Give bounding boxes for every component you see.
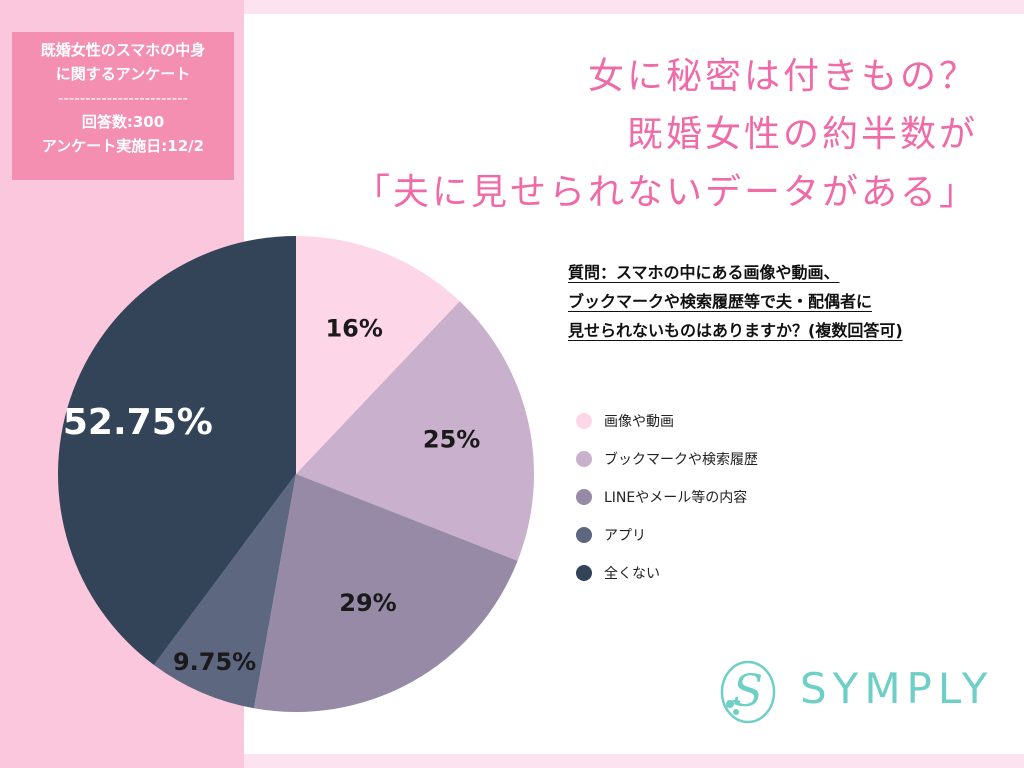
pie-slice-label-5: 52.75% <box>63 402 213 443</box>
headline: 女に秘密は付きもの？ 既婚女性の約半数が 「夫に見せられないデータがある」 <box>354 48 978 222</box>
survey-date: アンケート実施日:12/2 <box>41 137 205 155</box>
question-line1: 質問：スマホの中にある画像や動画、 <box>568 263 840 282</box>
headline-line1: 女に秘密は付きもの？ <box>587 56 978 97</box>
survey-divider: ------------------------ <box>58 89 188 107</box>
legend-swatch-2 <box>576 451 592 467</box>
survey-info-box: 既婚女性のスマホの中身 に関するアンケート ------------------… <box>12 32 234 180</box>
question-line3: 見せられないものはありますか？(複数回答可) <box>568 321 903 340</box>
pie-slice-label-4: 9.75% <box>173 648 256 676</box>
legend-item-5: 全くない <box>576 554 758 592</box>
pie-slice-2 <box>296 301 534 561</box>
response-count: 回答数:300 <box>81 113 165 131</box>
pie-slice-label-1: 16% <box>325 314 382 342</box>
chart-legend: 画像や動画ブックマークや検索履歴 LINEやメール等の内容 アプリ全くない <box>576 402 758 592</box>
pie-slice-1 <box>296 236 460 474</box>
pie-slice-3 <box>253 474 518 712</box>
svg-text:S: S <box>733 666 763 717</box>
logo-text: SYMPLY <box>800 664 994 713</box>
legend-label-4: アプリ <box>604 528 646 544</box>
legend-swatch-4 <box>576 527 592 543</box>
pie-slice-label-2: 25% <box>423 426 480 454</box>
legend-label-3: LINEやメール等の内容 <box>604 490 748 506</box>
legend-item-1: 画像や動画 <box>576 402 758 440</box>
pie-slice-5 <box>58 236 297 665</box>
symply-logo: S SYMPLY <box>712 656 1002 726</box>
legend-item-2: ブックマークや検索履歴 <box>576 440 758 478</box>
legend-label-2: ブックマークや検索履歴 <box>604 452 758 468</box>
legend-label-1: 画像や動画 <box>604 414 674 430</box>
symply-logo-mark-icon: S <box>720 660 776 724</box>
pie-slice-4 <box>153 474 296 709</box>
question-line2: ブックマークや検索履歴等で夫・配偶者に <box>568 292 873 311</box>
legend-swatch-1 <box>576 413 592 429</box>
survey-title-line1: 既婚女性のスマホの中身 <box>40 41 206 59</box>
pie-slice-label-3: 29% <box>339 589 396 617</box>
legend-item-3: LINEやメール等の内容 <box>576 478 758 516</box>
legend-label-5: 全くない <box>604 566 660 582</box>
legend-swatch-3 <box>576 489 592 505</box>
headline-line2: 既婚女性の約半数が <box>626 114 978 155</box>
survey-question: 質問：スマホの中にある画像や動画、 ブックマークや検索履歴等で夫・配偶者に 見せ… <box>568 258 1008 345</box>
survey-title-line2: に関するアンケート <box>55 65 191 83</box>
legend-swatch-5 <box>576 565 592 581</box>
headline-line3: 「夫に見せられないデータがある」 <box>353 172 978 213</box>
legend-item-4: アプリ <box>576 516 758 554</box>
